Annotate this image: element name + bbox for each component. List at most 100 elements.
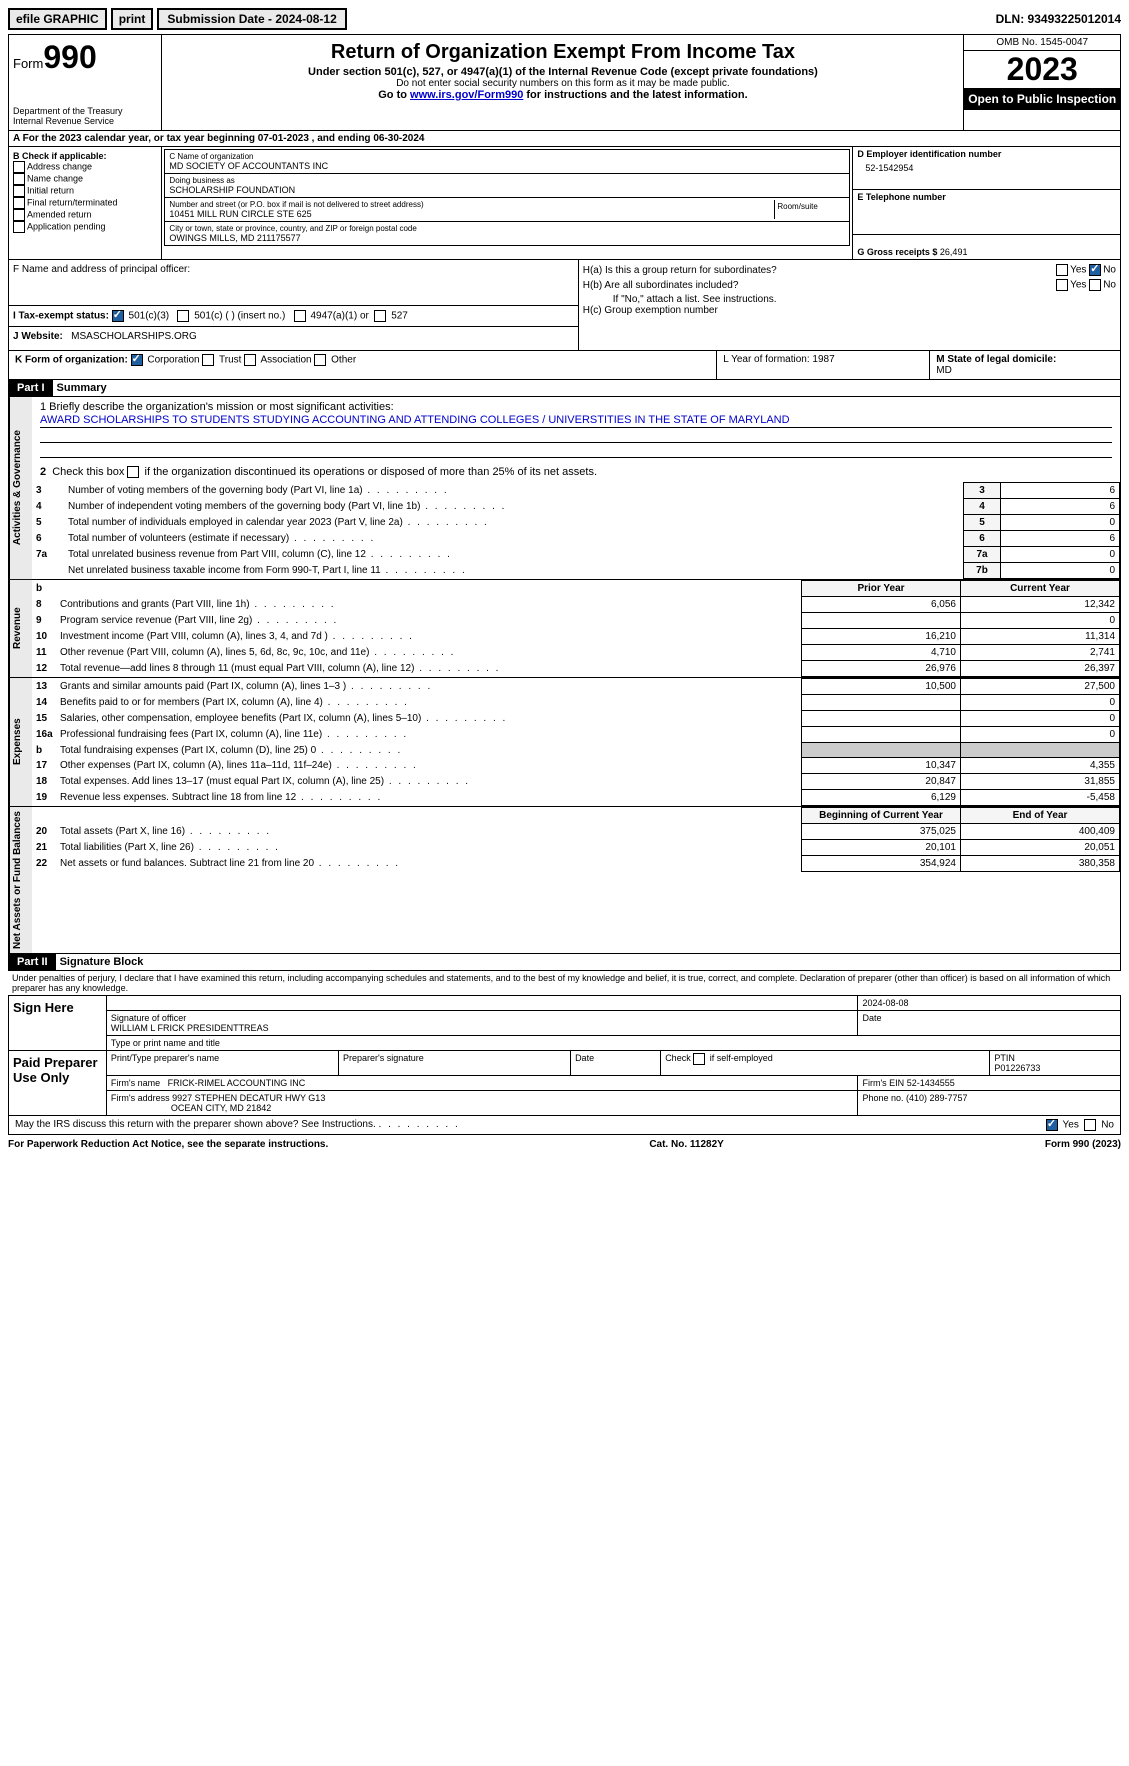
other-checkbox[interactable] (314, 354, 326, 366)
discuss-text: May the IRS discuss this return with the… (15, 1119, 376, 1130)
tax-exempt-label: I Tax-exempt status: (13, 311, 109, 322)
submission-date: Submission Date - 2024-08-12 (157, 8, 346, 30)
form-header: Form990 Department of the Treasury Inter… (8, 34, 1121, 131)
discuss-no-checkbox[interactable] (1084, 1119, 1096, 1131)
amended-checkbox[interactable] (13, 209, 25, 221)
firm-addr2: OCEAN CITY, MD 21842 (111, 1103, 271, 1113)
org-name: MD SOCIETY OF ACCOUNTANTS INC (169, 161, 845, 171)
firm-name: FRICK-RIMEL ACCOUNTING INC (168, 1078, 306, 1088)
goto-line: Go to www.irs.gov/Form990 for instructio… (166, 89, 959, 101)
dba-label: Doing business as (169, 176, 845, 185)
rev-vlabel: Revenue (9, 580, 32, 677)
firm-name-label: Firm's name (111, 1078, 163, 1088)
form-title: Return of Organization Exempt From Incom… (166, 41, 959, 64)
hb-no-checkbox[interactable] (1089, 279, 1101, 291)
omb-number: OMB No. 1545-0047 (964, 35, 1120, 51)
header-grid: B Check if applicable: Address change Na… (8, 147, 1121, 260)
501c3-checkbox[interactable] (112, 310, 124, 322)
irs-link[interactable]: www.irs.gov/Form990 (410, 89, 523, 101)
col-prior: Prior Year (802, 581, 961, 597)
opt-other: Other (331, 355, 356, 366)
ha-yes-checkbox[interactable] (1056, 264, 1068, 276)
discontinued-checkbox[interactable] (127, 466, 139, 478)
gross-val: 26,491 (940, 247, 968, 257)
part2-title: Signature Block (60, 956, 144, 968)
subtitle-1: Under section 501(c), 527, or 4947(a)(1)… (166, 66, 959, 78)
corp-checkbox[interactable] (131, 354, 143, 366)
4947-checkbox[interactable] (294, 310, 306, 322)
net-vlabel: Net Assets or Fund Balances (9, 807, 32, 953)
discuss-yes-checkbox[interactable] (1046, 1119, 1058, 1131)
hb-yes-checkbox[interactable] (1056, 279, 1068, 291)
subtitle-2: Do not enter social security numbers on … (166, 78, 959, 89)
prep-name-label: Print/Type preparer's name (106, 1051, 338, 1075)
name-change-checkbox[interactable] (13, 173, 25, 185)
line-2: 2 Check this box if the organization dis… (40, 466, 597, 478)
top-bar: efile GRAPHIC print Submission Date - 20… (8, 8, 1121, 30)
blank-1 (40, 428, 1112, 443)
netassets-section: Net Assets or Fund Balances Beginning of… (8, 807, 1121, 954)
discuss-no: No (1101, 1120, 1114, 1131)
cat-no: Cat. No. 11282Y (649, 1139, 723, 1150)
col-curr: Current Year (961, 581, 1120, 597)
exp-vlabel: Expenses (9, 678, 32, 806)
row-klm: K Form of organization: Corporation Trus… (8, 351, 1121, 380)
mission-label: 1 Briefly describe the organization's mi… (40, 401, 1112, 413)
part1-title: Summary (57, 382, 107, 394)
net-table: Beginning of Current YearEnd of Year 20T… (32, 807, 1120, 872)
form-word: Form (13, 56, 43, 71)
discuss-yes: Yes (1063, 1120, 1079, 1131)
501c-checkbox[interactable] (177, 310, 189, 322)
city-label: City or town, state or province, country… (169, 224, 845, 233)
sig-officer-label: Signature of officer (111, 1013, 186, 1023)
street-addr: 10451 MILL RUN CIRCLE STE 625 (169, 209, 774, 219)
final-return-checkbox[interactable] (13, 197, 25, 209)
firm-ein: 52-1434555 (907, 1078, 955, 1088)
part2-badge: Part II (9, 954, 56, 970)
hb-yes: Yes (1070, 280, 1086, 291)
goto-pre: Go to (378, 89, 410, 101)
website-val: MSASCHOLARSHIPS.ORG (71, 331, 197, 342)
addr-change-checkbox[interactable] (13, 161, 25, 173)
opt-final: Final return/terminated (27, 197, 118, 207)
box-b: B Check if applicable: Address change Na… (9, 147, 162, 259)
col-end: End of Year (961, 808, 1120, 824)
pending-checkbox[interactable] (13, 221, 25, 233)
trust-checkbox[interactable] (202, 354, 214, 366)
opt-527: 527 (391, 311, 408, 322)
opt-assoc: Association (260, 355, 311, 366)
part2-header-row: Part II Signature Block (8, 954, 1121, 971)
ha-no: No (1103, 265, 1116, 276)
discuss-row: May the IRS discuss this return with the… (8, 1116, 1121, 1135)
print-button[interactable]: print (111, 8, 154, 30)
paid-preparer: Paid Preparer Use Only (9, 1051, 106, 1115)
ptin-val: P01226733 (994, 1063, 1040, 1073)
opt-pending: Application pending (27, 221, 106, 231)
revenue-section: Revenue bPrior YearCurrent Year 8Contrib… (8, 580, 1121, 678)
pra-notice: For Paperwork Reduction Act Notice, see … (8, 1139, 328, 1150)
ha-no-checkbox[interactable] (1089, 264, 1101, 276)
governance-section: Activities & Governance 1 Briefly descri… (8, 397, 1121, 580)
ein-label: D Employer identification number (857, 149, 1001, 159)
box-f: F Name and address of principal officer: (13, 264, 574, 275)
gross-label: G Gross receipts $ (857, 247, 940, 257)
part1-header-row: Part ISummary (8, 380, 1121, 397)
date-label: Date (857, 1011, 1120, 1035)
row-a-period: A For the 2023 calendar year, or tax yea… (8, 131, 1121, 147)
hc-label: H(c) Group exemption number (583, 305, 1116, 316)
self-emp-checkbox[interactable] (693, 1053, 705, 1065)
mission-text: AWARD SCHOLARSHIPS TO STUDENTS STUDYING … (40, 413, 1112, 428)
gov-table: 3Number of voting members of the governi… (32, 482, 1120, 579)
assoc-checkbox[interactable] (244, 354, 256, 366)
row-fh: F Name and address of principal officer:… (8, 260, 1121, 351)
527-checkbox[interactable] (374, 310, 386, 322)
efile-button[interactable]: efile GRAPHIC (8, 8, 107, 30)
form-ref: Form 990 (2023) (1045, 1139, 1121, 1150)
opt-amended: Amended return (27, 209, 92, 219)
box-b-label: B Check if applicable: (13, 151, 107, 161)
opt-4947: 4947(a)(1) or (310, 311, 368, 322)
box-deg: D Employer identification number52-15429… (852, 147, 1120, 259)
penalty-text: Under penalties of perjury, I declare th… (8, 971, 1121, 995)
opt-corp: Corporation (147, 355, 199, 366)
initial-return-checkbox[interactable] (13, 185, 25, 197)
